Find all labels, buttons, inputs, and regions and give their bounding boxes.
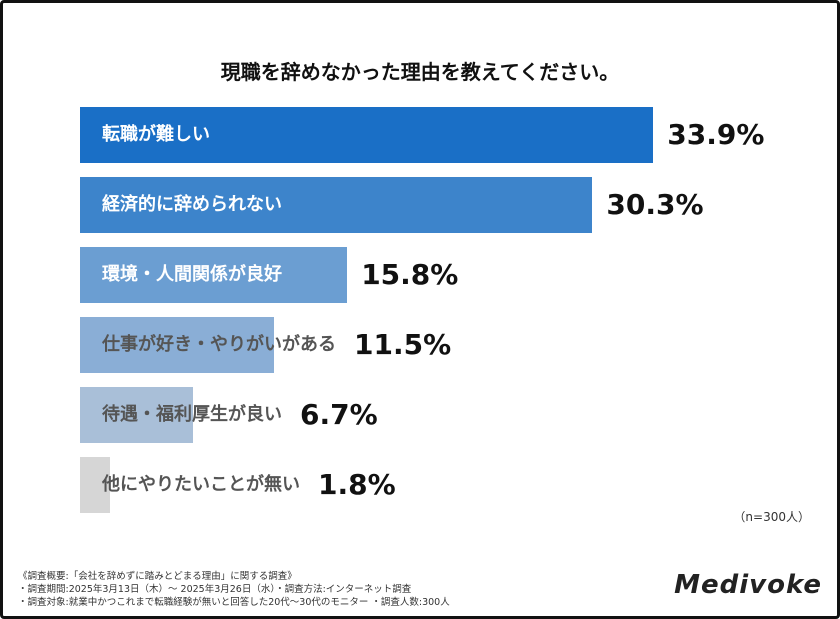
bar [80, 107, 654, 163]
bar [80, 177, 593, 233]
category-label: 待遇・福利厚生が良い [102, 404, 282, 425]
brand-logo: Medivoke [674, 570, 822, 600]
chart-title: 現職を辞めなかった理由を教えてください。 [220, 60, 620, 84]
category-label: 経済的に辞められない [102, 194, 282, 215]
value-label: 33.9% [667, 118, 765, 151]
value-label: 6.7% [300, 398, 378, 431]
category-label: 転職が難しい [102, 124, 210, 145]
sample-size-note: （n=300人） [733, 510, 810, 524]
value-label: 1.8% [318, 468, 396, 501]
bar [80, 317, 275, 373]
bar [80, 247, 348, 303]
footnote: 《調査概要:「会社を辞めずに踏みとどまる理由」に関する調査》 [18, 571, 297, 582]
value-label: 15.8% [361, 258, 459, 291]
bar [80, 387, 194, 443]
bar [80, 457, 111, 513]
value-label: 30.3% [606, 188, 704, 221]
category-label: 環境・人間関係が良好 [102, 264, 282, 285]
footnotes: 《調査概要:「会社を辞めずに踏みとどまる理由」に関する調査》 ・調査期間:202… [18, 570, 450, 609]
footnote: ・調査対象:就業中かつこれまで転職経験が無いと回答した20代～30代のモニター … [18, 597, 450, 608]
footnote: ・調査期間:2025年3月13日（木）～ 2025年3月26日（水）・調査方法:… [18, 584, 412, 595]
category-label: 他にやりたいことが無い [102, 474, 300, 495]
value-label: 11.5% [354, 328, 452, 361]
category-label: 仕事が好き・やりがいがある [102, 334, 336, 355]
